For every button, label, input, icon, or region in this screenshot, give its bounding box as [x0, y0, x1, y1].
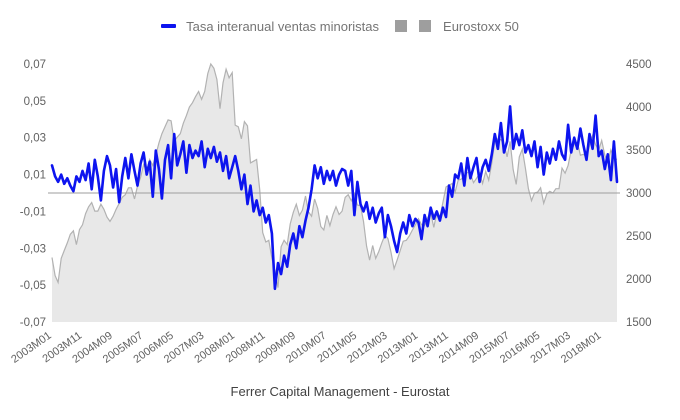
eurostoxx-swatch-2 — [419, 20, 432, 32]
right-axis-tick-label: 3000 — [626, 188, 652, 200]
left-axis-tick-label: -0,05 — [20, 280, 46, 292]
left-axis-tick-label: 0,03 — [24, 133, 46, 145]
right-axis-tick-label: 4000 — [626, 102, 652, 114]
retail-series-swatch — [161, 24, 177, 28]
retail-line — [50, 105, 619, 291]
right-axis-tick-label: 2500 — [626, 231, 652, 243]
chart-caption: Ferrer Capital Management - Eurostat — [230, 384, 450, 399]
left-axis-tick-label: -0,01 — [20, 206, 46, 218]
legend: Tasa interanual ventas minoristas Eurost… — [0, 18, 680, 34]
eurostoxx-swatch-1 — [395, 20, 408, 32]
left-axis-tick-label: 0,01 — [24, 170, 46, 182]
left-axis-tick-label: 0,07 — [24, 59, 46, 71]
right-axis-tick-label: 4500 — [626, 59, 652, 71]
left-axis-tick-label: -0,07 — [20, 317, 46, 329]
left-axis-tick-label: 0,05 — [24, 96, 46, 108]
right-axis-tick-label: 1500 — [626, 317, 652, 329]
eurostoxx-series-label: Eurostoxx 50 — [443, 18, 519, 34]
right-axis-tick-label: 3500 — [626, 145, 652, 157]
eurostoxx-area — [52, 64, 617, 322]
retail-series-label: Tasa interanual ventas minoristas — [186, 18, 380, 34]
right-axis-tick-label: 2000 — [626, 274, 652, 286]
left-axis-tick-label: -0,03 — [20, 243, 46, 255]
